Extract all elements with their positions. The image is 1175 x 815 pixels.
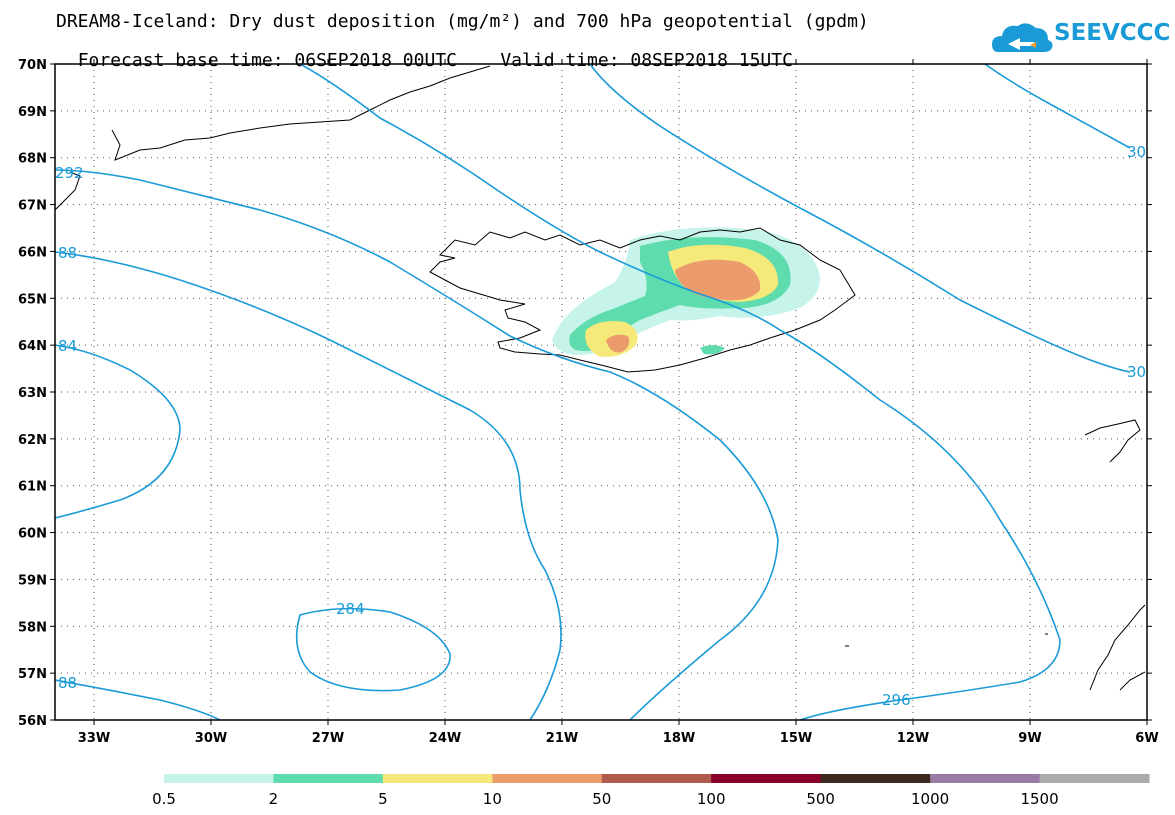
lat-label: 69N [18,105,47,120]
coastlines [55,65,1146,691]
latitude-labels: 70N 69N 68N 67N 66N 65N 64N 63N 62N 61N 60N 59N 58N 5… [18,58,47,729]
legend-label: 100 [697,790,726,808]
lon-label: 15W [780,731,812,746]
contour-labels: 292 88 84 284 88 296 30 30 [55,143,1146,709]
legend-label: 1500 [1020,790,1058,808]
contour-label: 88 [58,674,77,692]
contour-label: 296 [882,691,911,709]
legend-swatch [711,774,822,783]
legend-label: 0.5 [152,790,176,808]
longitude-labels: 33W 30W 27W 24W 21W 18W 15W 12W 9W 6W [78,731,1159,746]
legend-swatch [382,774,493,783]
legend-label: 500 [806,790,835,808]
legend-swatch [601,774,712,783]
contour-label: 284 [336,600,365,618]
map-title: DREAM8-Iceland: Dry dust deposition (mg/… [56,11,869,32]
lat-label: 67N [18,199,47,214]
dust-deposition-field [552,227,820,357]
seevccc-cloud-logo-icon [992,23,1053,52]
lat-label: 60N [18,527,47,542]
contour-label: 84 [58,337,77,355]
lat-label: 63N [18,386,47,401]
lat-label: 61N [18,480,47,495]
legend-label: 1000 [911,790,949,808]
lat-label: 70N [18,58,47,73]
legend-label: 50 [592,790,611,808]
legend-swatch [930,774,1041,783]
lon-label: 21W [546,731,578,746]
lon-label: 18W [663,731,695,746]
lon-label: 27W [312,731,344,746]
lat-label: 62N [18,433,47,448]
geopotential-contours [55,64,1131,720]
lat-label: 66N [18,245,47,260]
lat-label: 58N [18,620,47,635]
legend-label: 10 [483,790,502,808]
lat-label: 59N [18,573,47,588]
legend-swatch [273,774,384,783]
plot-area [55,64,1147,720]
map-subtitle: Forecast base time: 06SEP2018 00UTC Vali… [56,31,793,71]
contour-label: 30 [1127,363,1146,381]
lon-label: 33W [78,731,110,746]
legend-swatch [1039,774,1150,783]
deposition-legend: 0.5 2 5 10 50 100 500 1000 1500 [152,774,1150,808]
lat-label: 57N [18,667,47,682]
contour-label: 30 [1127,143,1146,161]
forecast-base-time: Forecast base time: 06SEP2018 00UTC [77,50,457,71]
lon-label: 24W [429,731,461,746]
legend-label: 5 [378,790,388,808]
legend-swatch [492,774,603,783]
seevccc-logo-text: SEEVCCC [1054,20,1171,46]
contour-label: 292 [55,164,84,182]
legend-swatch [820,774,931,783]
lon-label: 9W [1018,731,1041,746]
lat-label: 65N [18,292,47,307]
contour-label: 88 [58,244,77,262]
legend-swatch [164,774,274,783]
lat-label: 64N [18,339,47,354]
lat-label: 56N [18,714,47,729]
legend-label: 2 [269,790,279,808]
lon-label: 30W [195,731,227,746]
lon-label: 6W [1135,731,1158,746]
lat-label: 68N [18,152,47,167]
lon-label: 12W [897,731,929,746]
